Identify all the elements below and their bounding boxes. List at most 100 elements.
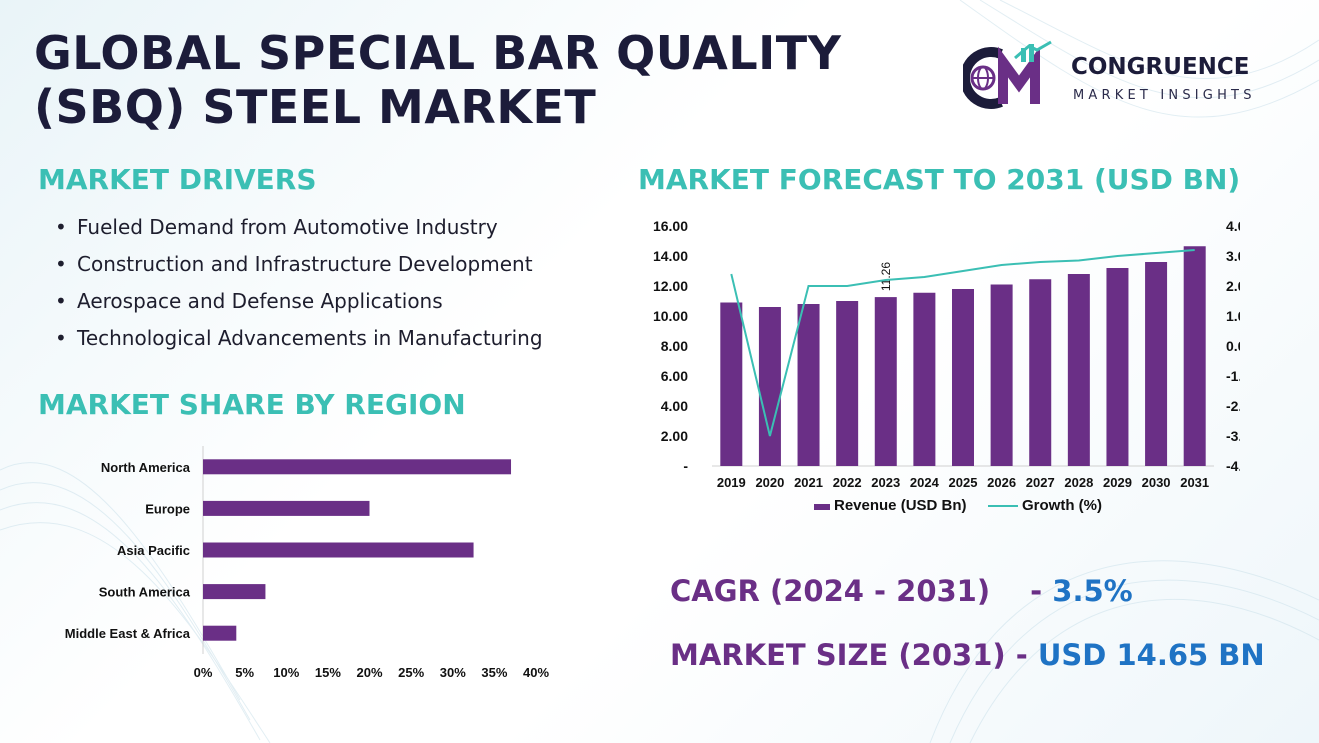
bullet-icon: • (55, 252, 67, 276)
bar-region-share (203, 500, 370, 516)
forecast-heading: MARKET FORECAST TO 2031 (USD BN) (638, 163, 1241, 196)
driver-text: Fueled Demand from Automotive Industry (77, 215, 498, 239)
y-tick-label-left: 12.00 (653, 278, 688, 294)
y-tick-label: Middle East & Africa (65, 626, 191, 641)
legend-label-growth: Growth (%) (1022, 497, 1102, 514)
legend-label-revenue: Revenue (USD Bn) (834, 497, 967, 514)
drivers-heading: MARKET DRIVERS (38, 163, 317, 196)
x-tick-label: 20% (356, 665, 382, 680)
cagr-value: 3.5% (1052, 574, 1133, 608)
y-tick-label-right: 4.0% (1226, 218, 1240, 234)
y-tick-label: Asia Pacific (117, 543, 190, 558)
drivers-list: • Fueled Demand from Automotive Industry … (55, 214, 543, 362)
title-line-2: (SBQ) STEEL MARKET (34, 80, 597, 134)
bar-revenue (913, 292, 936, 466)
y-tick-label-left: 10.00 (653, 308, 688, 324)
x-tick-label: 2024 (910, 475, 940, 490)
x-tick-label: 0% (194, 665, 213, 680)
company-logo: CONGRUENCE MARKET INSIGHTS (963, 40, 1283, 110)
market-size-value: USD 14.65 BN (1037, 638, 1265, 672)
market-size-separator: - (1005, 638, 1038, 672)
x-tick-label: 2019 (717, 475, 746, 490)
x-tick-label: 5% (235, 665, 254, 680)
data-label: 11.26 (879, 262, 893, 291)
y-tick-label-left: 8.00 (661, 338, 688, 354)
y-tick-label-left: - (683, 458, 688, 474)
cagr-separator: - (1030, 574, 1053, 608)
bar-revenue (952, 289, 974, 466)
bar-revenue (836, 301, 859, 466)
y-tick-label-left: 6.00 (661, 368, 688, 384)
x-tick-label: 2027 (1026, 475, 1055, 490)
y-tick-label-right: -4.0% (1226, 458, 1240, 474)
y-tick-label-left: 14.00 (653, 248, 688, 264)
forecast-chart: - 2.00 4.00 6.00 8.00 10.00 12.00 14.00 16.00 -4.… (653, 218, 1240, 514)
x-tick-label: 2026 (987, 475, 1016, 490)
line-growth (730, 249, 1195, 437)
x-tick-label: 2031 (1180, 475, 1209, 490)
cagr-label: CAGR (2024 - 2031) (670, 574, 991, 608)
list-item: • Construction and Infrastructure Develop… (55, 251, 543, 288)
x-tick-label: 2029 (1103, 475, 1132, 490)
x-tick-label: 2030 (1142, 475, 1171, 490)
y-tick-label: South America (99, 585, 191, 600)
cm-chart-logo-icon (963, 40, 1052, 109)
x-tick-label: 2023 (871, 475, 900, 490)
x-tick-label: 10% (273, 665, 299, 680)
bar-revenue (1067, 274, 1090, 466)
title-line-1: GLOBAL SPECIAL BAR QUALITY (34, 26, 842, 80)
x-tick-label: 2028 (1064, 475, 1093, 490)
x-tick-label: 35% (481, 665, 507, 680)
x-tick-label: 2022 (833, 475, 862, 490)
x-tick-label: 15% (315, 665, 341, 680)
y-tick-label-left: 2.00 (661, 428, 688, 444)
bar-revenue (874, 297, 897, 466)
y-tick-label-right: 2.0% (1226, 278, 1240, 294)
y-tick-label-right: -2.0% (1226, 398, 1240, 414)
bar-revenue (758, 307, 781, 466)
x-tick-label: 2021 (794, 475, 823, 490)
bullet-icon: • (55, 289, 67, 313)
x-tick-label: 25% (398, 665, 424, 680)
bar-revenue (1183, 246, 1206, 466)
bullet-icon: • (55, 326, 67, 350)
list-item: • Fueled Demand from Automotive Industry (55, 214, 543, 251)
y-tick-label-right: 0.0% (1226, 338, 1240, 354)
bar-region-share (203, 459, 512, 475)
market-size-stat: MARKET SIZE (2031) - USD 14.65 BN (670, 638, 1265, 672)
logo-subtitle: MARKET INSIGHTS (1073, 88, 1256, 103)
bar-revenue (1029, 279, 1052, 466)
region-share-chart: North America Europe Asia Pacific South Ame… (65, 446, 549, 680)
list-item: • Technological Advancements in Manufactu… (55, 325, 543, 362)
logo-name: CONGRUENCE (1071, 54, 1250, 80)
y-tick-label: Europe (145, 501, 190, 516)
x-tick-label: 2025 (949, 475, 978, 490)
bullet-icon: • (55, 215, 67, 239)
bar-revenue (797, 304, 820, 466)
driver-text: Construction and Infrastructure Developm… (77, 252, 533, 276)
y-tick-label-right: 3.0% (1226, 248, 1240, 264)
driver-text: Aerospace and Defense Applications (77, 289, 443, 313)
region-heading: MARKET SHARE BY REGION (38, 388, 466, 421)
bar-revenue (1145, 262, 1168, 466)
bar-region-share (203, 625, 237, 641)
bar-revenue (1106, 268, 1129, 466)
x-tick-label: 30% (440, 665, 466, 680)
x-tick-label: 2020 (755, 475, 784, 490)
y-tick-label-right: -1.0% (1226, 368, 1240, 384)
legend-swatch-revenue (814, 504, 830, 510)
y-tick-label: North America (101, 460, 191, 475)
bar-revenue (990, 284, 1013, 466)
bar-region-share (203, 542, 474, 558)
page-title: GLOBAL SPECIAL BAR QUALITY (SBQ) STEEL M… (34, 26, 841, 134)
market-size-label: MARKET SIZE (2031) (670, 638, 1006, 672)
y-tick-label-right: 1.0% (1226, 308, 1240, 324)
x-tick-label: 40% (523, 665, 549, 680)
y-tick-label-right: -3.0% (1226, 428, 1240, 444)
bar-revenue (720, 302, 743, 466)
driver-text: Technological Advancements in Manufactur… (77, 326, 543, 350)
bar-region-share (203, 584, 266, 600)
y-tick-label-left: 16.00 (653, 218, 688, 234)
y-tick-label-left: 4.00 (661, 398, 688, 414)
cagr-stat: CAGR (2024 - 2031) - 3.5% (670, 574, 1133, 608)
